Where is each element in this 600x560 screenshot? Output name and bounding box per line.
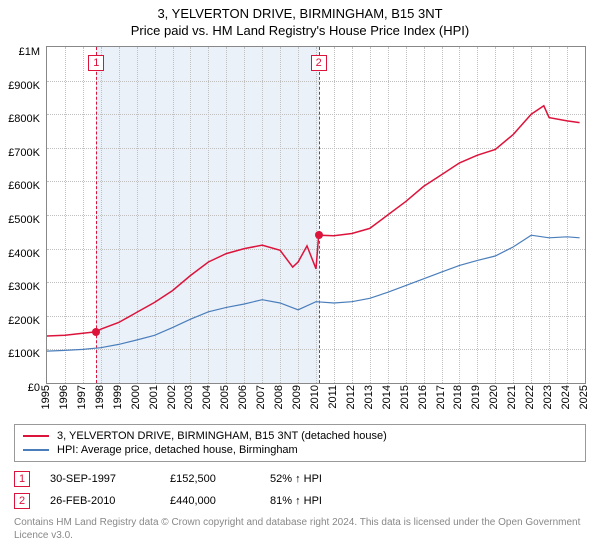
x-tick-label: 2016 bbox=[417, 385, 429, 409]
x-tick-label: 2023 bbox=[542, 385, 554, 409]
y-tick-label: £700K bbox=[8, 147, 40, 159]
x-tick-label: 2012 bbox=[345, 385, 357, 409]
x-tick-label: 2014 bbox=[381, 385, 393, 409]
transaction-date: 26-FEB-2010 bbox=[50, 495, 150, 507]
x-tick-label: 1998 bbox=[94, 385, 106, 409]
x-tick-label: 2005 bbox=[219, 385, 231, 409]
y-tick-label: £0 bbox=[28, 382, 40, 394]
transaction-price: £440,000 bbox=[170, 495, 250, 507]
chart-title: 3, YELVERTON DRIVE, BIRMINGHAM, B15 3NT bbox=[0, 6, 600, 21]
transaction-delta: 81% ↑ HPI bbox=[270, 495, 360, 507]
x-tick-label: 2003 bbox=[183, 385, 195, 409]
chart-plot-area: 12 bbox=[46, 46, 586, 384]
x-tick-label: 2010 bbox=[309, 385, 321, 409]
x-tick-label: 2009 bbox=[291, 385, 303, 409]
chart-series-layer bbox=[47, 47, 585, 383]
transaction-marker-dot bbox=[315, 231, 323, 239]
x-tick-label: 2018 bbox=[452, 385, 464, 409]
legend-label: HPI: Average price, detached house, Birm… bbox=[57, 444, 298, 456]
chart-subtitle: Price paid vs. HM Land Registry's House … bbox=[0, 23, 600, 38]
x-tick-label: 2015 bbox=[399, 385, 411, 409]
legend: 3, YELVERTON DRIVE, BIRMINGHAM, B15 3NT … bbox=[14, 424, 586, 462]
x-tick-label: 2006 bbox=[237, 385, 249, 409]
x-tick-label: 2021 bbox=[506, 385, 518, 409]
x-tick-label: 2019 bbox=[470, 385, 482, 409]
legend-swatch bbox=[23, 449, 49, 451]
x-tick-label: 2022 bbox=[524, 385, 536, 409]
x-tick-label: 1996 bbox=[58, 385, 70, 409]
x-tick-label: 2008 bbox=[273, 385, 285, 409]
x-tick-label: 2013 bbox=[363, 385, 375, 409]
x-tick-label: 2000 bbox=[130, 385, 142, 409]
x-tick-label: 2025 bbox=[578, 385, 590, 409]
y-axis-labels: £0£100K£200K£300K£400K£500K£600K£700K£80… bbox=[0, 52, 44, 390]
y-tick-label: £600K bbox=[8, 180, 40, 192]
y-tick-label: £300K bbox=[8, 281, 40, 293]
transaction-marker-dot bbox=[92, 328, 100, 336]
x-tick-label: 2020 bbox=[488, 385, 500, 409]
copyright-notice: Contains HM Land Registry data © Crown c… bbox=[14, 516, 586, 542]
x-tick-label: 2002 bbox=[166, 385, 178, 409]
transaction-row: 1 30-SEP-1997 £152,500 52% ↑ HPI bbox=[14, 468, 586, 490]
legend-item-property: 3, YELVERTON DRIVE, BIRMINGHAM, B15 3NT … bbox=[23, 429, 577, 443]
y-tick-label: £200K bbox=[8, 315, 40, 327]
legend-swatch bbox=[23, 435, 49, 437]
x-tick-label: 2004 bbox=[201, 385, 213, 409]
series-property bbox=[47, 106, 580, 336]
legend-item-hpi: HPI: Average price, detached house, Birm… bbox=[23, 443, 577, 457]
transaction-row: 2 26-FEB-2010 £440,000 81% ↑ HPI bbox=[14, 490, 586, 512]
y-tick-label: £1M bbox=[19, 46, 40, 58]
x-axis-labels: 1995199619971998199920002001200220032004… bbox=[46, 384, 586, 420]
y-tick-label: £400K bbox=[8, 248, 40, 260]
legend-label: 3, YELVERTON DRIVE, BIRMINGHAM, B15 3NT … bbox=[57, 430, 387, 442]
x-tick-label: 1997 bbox=[76, 385, 88, 409]
transaction-price: £152,500 bbox=[170, 473, 250, 485]
transaction-index: 1 bbox=[14, 471, 30, 487]
x-tick-label: 2017 bbox=[435, 385, 447, 409]
y-tick-label: £500K bbox=[8, 214, 40, 226]
series-hpi bbox=[47, 235, 580, 351]
x-tick-label: 2007 bbox=[255, 385, 267, 409]
x-tick-label: 1995 bbox=[40, 385, 52, 409]
transactions-table: 1 30-SEP-1997 £152,500 52% ↑ HPI 2 26-FE… bbox=[14, 468, 586, 512]
transaction-delta: 52% ↑ HPI bbox=[270, 473, 360, 485]
y-tick-label: £900K bbox=[8, 80, 40, 92]
y-tick-label: £100K bbox=[8, 348, 40, 360]
x-tick-label: 2011 bbox=[327, 385, 339, 409]
x-tick-label: 1999 bbox=[112, 385, 124, 409]
x-tick-label: 2024 bbox=[560, 385, 572, 409]
transaction-date: 30-SEP-1997 bbox=[50, 473, 150, 485]
x-tick-label: 2001 bbox=[148, 385, 160, 409]
transaction-index: 2 bbox=[14, 493, 30, 509]
y-tick-label: £800K bbox=[8, 113, 40, 125]
